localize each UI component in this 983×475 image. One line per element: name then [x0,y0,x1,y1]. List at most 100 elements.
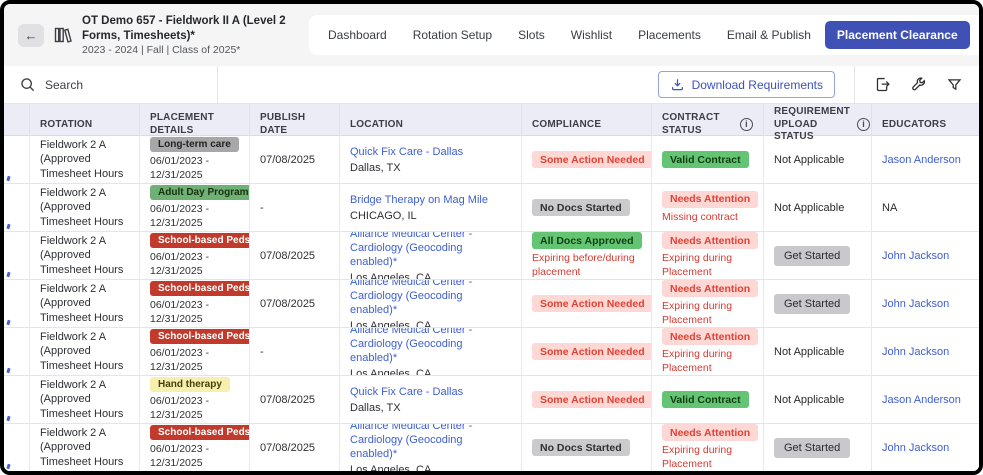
compliance-cell: Some Action Needed [522,136,652,183]
placement-details-cell: School-based Peds 06/01/2023 - 12/31/202… [140,232,250,279]
tab-reports[interactable]: Reports [972,21,979,49]
placement-details-cell: School-based Peds 06/01/2023 - 12/31/202… [140,424,250,471]
table-toolbar: Download Requirements [4,66,979,104]
download-requirements-button[interactable]: Download Requirements [657,71,835,98]
location-cell: Alliance Medical Center - Cardiology (Ge… [340,280,522,327]
contract-status-badge: Needs Attention [662,424,759,442]
location-city: Los Angeles, CA [350,464,432,471]
location-link[interactable]: Alliance Medical Center - Cardiology (Ge… [350,424,473,461]
contract-status-cell: Needs Attention Expiring during Placemen… [652,280,764,327]
row-marker [6,223,11,230]
location-link[interactable]: Alliance Medical Center - Cardiology (Ge… [350,232,473,269]
column-educators: EDUCATORS [882,118,947,130]
tab-placements[interactable]: Placements [638,28,701,42]
educator-cell: Jason Anderson [872,136,979,183]
tab-placement-clearance[interactable]: Placement Clearance [824,21,970,49]
location-link[interactable]: Quick Fix Care - Dallas [350,385,464,398]
wrench-icon[interactable] [910,76,927,93]
educator-link[interactable]: John Jackson [882,297,950,310]
publish-date: 07/08/2025 [260,249,316,262]
contract-status-cell: Needs Attention Expiring during Placemen… [652,232,764,279]
location-link[interactable]: Bridge Therapy on Mag Mile [350,193,488,206]
placement-details-cell: School-based Peds 06/01/2023 - 12/31/202… [140,280,250,327]
rotation-name: Fieldwork 2 A (Approved Timesheet Hours [40,427,124,468]
location-cell: Alliance Medical Center - Cardiology (Ge… [340,328,522,375]
rotation-cell: Fieldwork 2 A (Approved Timesheet Hours [30,376,140,423]
contract-status-cell: Valid Contract [652,376,764,423]
educator-link[interactable]: Jason Anderson [882,153,961,166]
compliance-cell: Some Action Needed [522,328,652,375]
educator-cell: John Jackson [872,232,979,279]
upload-status[interactable]: Get Started [774,245,851,266]
table-body: Fieldwork 2 A (Approved Timesheet Hours … [4,136,979,471]
publish-date-cell: 07/08/2025 [250,424,340,471]
compliance-badge: Some Action Needed [532,295,651,312]
select-column-header [4,104,30,146]
filter-icon[interactable] [946,76,963,93]
location-cell: Alliance Medical Center - Cardiology (Ge… [340,232,522,279]
rotation-cell: Fieldwork 2 A (Approved Timesheet Hours [30,136,140,183]
educator-link[interactable]: NA [882,201,898,214]
export-icon[interactable] [874,76,891,93]
contract-status-info-icon[interactable] [740,118,753,132]
location-link[interactable]: Alliance Medical Center - Cardiology (Ge… [350,280,473,317]
table-row: Fieldwork 2 A (Approved Timesheet Hours … [4,136,979,184]
search-input[interactable] [45,77,195,92]
tab-dashboard[interactable]: Dashboard [328,28,387,42]
row-select-cell[interactable] [4,376,30,423]
nav-tabs: Dashboard Rotation Setup Slots Wishlist … [309,15,979,55]
row-select-cell[interactable] [4,424,30,471]
compliance-cell: Some Action Needed [522,280,652,327]
requirement-upload-info-icon[interactable] [857,118,871,132]
row-select-cell[interactable] [4,136,30,183]
tab-slots[interactable]: Slots [518,28,545,42]
publish-date: - [260,345,264,358]
educator-link[interactable]: Jason Anderson [882,393,961,406]
upload-status[interactable]: Get Started [774,293,851,314]
toolbar-divider [854,66,855,103]
row-select-cell[interactable] [4,232,30,279]
back-button[interactable]: ← [18,23,44,47]
row-select-cell[interactable] [4,184,30,231]
table-row: Fieldwork 2 A (Approved Timesheet Hours … [4,232,979,280]
upload-status[interactable]: Get Started [774,437,851,458]
contract-status-cell: Valid Contract [652,136,764,183]
upload-status[interactable]: Not Applicable [774,393,845,406]
tab-email-publish[interactable]: Email & Publish [726,28,811,42]
upload-status-cell: Get Started [764,280,872,327]
location-link[interactable]: Alliance Medical Center - Cardiology (Ge… [350,328,473,365]
course-title-block: OT Demo 657 - Fieldwork II A (Level 2 Fo… [82,14,288,57]
rotation-cell: Fieldwork 2 A (Approved Timesheet Hours [30,424,140,471]
educator-link[interactable]: John Jackson [882,441,950,454]
contract-status-badge: Needs Attention [662,280,759,298]
placement-dates: 06/01/2023 - 12/31/2025 [150,395,209,421]
upload-status[interactable]: Not Applicable [774,345,845,358]
upload-status[interactable]: Not Applicable [774,201,845,214]
rotation-cell: Fieldwork 2 A (Approved Timesheet Hours [30,328,140,375]
column-contract-status: CONTRACT STATUS [652,104,764,146]
contract-status-badge: Valid Contract [662,151,749,168]
rotation-name: Fieldwork 2 A (Approved Timesheet Hours [40,187,124,228]
location-link[interactable]: Quick Fix Care - Dallas [350,145,464,158]
educator-link[interactable]: John Jackson [882,249,950,262]
row-select-cell[interactable] [4,280,30,327]
table-row: Fieldwork 2 A (Approved Timesheet Hours … [4,376,979,424]
placement-dates: 06/01/2023 - 12/31/2025 [150,251,209,277]
educator-link[interactable]: John Jackson [882,345,950,358]
column-placement-details: PLACEMENT DETAILS [140,104,250,146]
placement-details-cell: Adult Day Program 06/01/2023 - 12/31/202… [140,184,250,231]
row-select-cell[interactable] [4,328,30,375]
download-requirements-label: Download Requirements [691,77,823,92]
tab-wishlist[interactable]: Wishlist [570,28,613,42]
location-cell: Alliance Medical Center - Cardiology (Ge… [340,424,522,471]
publish-date: - [260,201,264,214]
upload-status[interactable]: Not Applicable [774,153,845,166]
course-header: ← OT Demo 657 - Fieldwork II A (Level 2 … [4,4,979,66]
tab-rotation-setup[interactable]: Rotation Setup [412,28,493,42]
placement-dates: 06/01/2023 - 12/31/2025 [150,155,209,181]
search-box[interactable] [4,66,218,103]
location-city: Los Angeles, CA [350,368,432,375]
rotation-cell: Fieldwork 2 A (Approved Timesheet Hours [30,232,140,279]
publish-date-cell: 07/08/2025 [250,136,340,183]
educator-cell: NA [872,184,979,231]
